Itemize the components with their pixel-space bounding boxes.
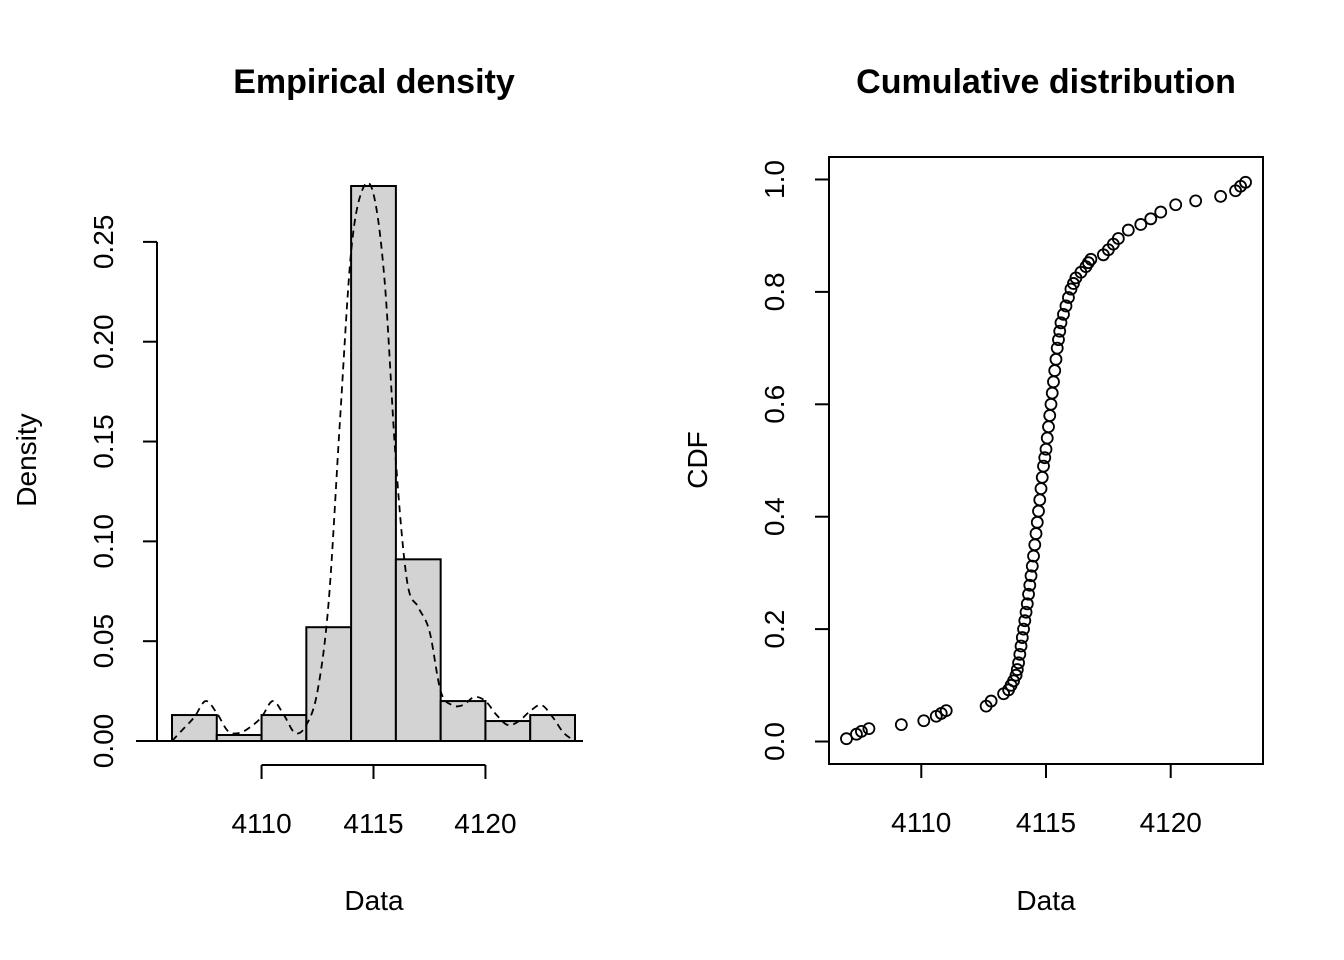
histogram-bar — [305, 626, 353, 742]
cdf-point — [1029, 527, 1043, 540]
cdf-panel: Cumulative distribution 4110 4115 4120 0.0… — [682, 63, 1264, 916]
y-tick-label: 0.05 — [88, 614, 119, 669]
cdf-point — [1018, 614, 1032, 628]
cdf-point — [1023, 578, 1037, 592]
density-curve — [171, 181, 576, 742]
histogram-bar — [484, 720, 532, 742]
cdf-point — [1082, 256, 1095, 270]
cdf-point — [1059, 299, 1073, 313]
y-tick-label: 0.0 — [759, 722, 790, 761]
cdf-point — [1111, 232, 1125, 245]
y-tick-label: 0.2 — [759, 610, 790, 649]
cdf-point — [1043, 409, 1057, 422]
cdf-point — [1189, 194, 1203, 208]
density-panel: Empirical density 4110 4115 4120 0.000.050… — [11, 63, 583, 916]
cdf-point — [1050, 341, 1064, 355]
cdf-point — [1121, 223, 1135, 237]
cdf-point — [1038, 451, 1052, 465]
cdf-point — [984, 694, 998, 708]
cdf-point — [1015, 631, 1029, 644]
cdf-point — [1052, 333, 1065, 347]
histogram-bar — [439, 700, 487, 742]
x-tick-label: 4120 — [1140, 807, 1202, 838]
cdf-point — [1169, 198, 1183, 212]
cdf-point — [1032, 504, 1045, 518]
cdf-point — [1022, 587, 1035, 601]
cdf-point — [1030, 515, 1044, 529]
cdf-point — [1144, 212, 1158, 226]
y-tick-label: 0.4 — [759, 497, 790, 536]
histogram-bar — [350, 184, 397, 742]
cdf-point — [862, 722, 876, 735]
cdf-point — [1013, 648, 1027, 661]
chart-title: Empirical density — [233, 63, 515, 101]
cdf-point — [1154, 205, 1168, 219]
cdf-point — [1057, 307, 1070, 321]
y-axis: 0.00 0.05 0.10 0.15 0.20 0.25 — [88, 215, 158, 769]
y-axis-label: CDF — [682, 431, 713, 489]
x-axis: 4110 4115 4120 — [891, 764, 1202, 838]
cdf-point — [1214, 189, 1227, 203]
histogram-bar — [171, 714, 218, 743]
cdf-point — [1010, 663, 1024, 676]
cdf-point — [1239, 175, 1252, 189]
cdf-point — [1035, 470, 1049, 484]
histogram-bar — [394, 558, 442, 743]
cdf-point — [1040, 431, 1054, 445]
cdf-point — [1053, 324, 1067, 338]
cdf-point — [1048, 364, 1062, 377]
cdf-point — [917, 714, 931, 728]
cdf-point — [855, 725, 868, 738]
cdf-point — [1012, 656, 1025, 670]
cdf-point — [1034, 482, 1048, 496]
cdf-point — [1045, 386, 1059, 400]
y-axis: 0.0 0.2 0.4 0.6 0.8 1.0 — [759, 160, 829, 761]
y-axis-label: Density — [11, 413, 42, 506]
cdf-point — [1033, 493, 1047, 507]
y-tick-label: 1.0 — [759, 160, 790, 199]
cdf-point — [1014, 639, 1028, 653]
x-tick-label: 4115 — [1016, 807, 1076, 838]
chart-title: Cumulative distribution — [856, 63, 1236, 101]
cdf-point — [1037, 459, 1050, 473]
y-tick-label: 0.00 — [88, 714, 119, 769]
x-tick-label: 4110 — [891, 807, 951, 838]
cdf-point — [1134, 218, 1148, 231]
cdf-point — [1049, 352, 1063, 366]
y-tick-label: 0.20 — [88, 314, 119, 369]
cdf-point — [1042, 420, 1055, 434]
x-axis: 4110 4115 4120 — [231, 764, 517, 839]
cdf-point — [1044, 397, 1058, 411]
cdf-point — [894, 718, 908, 732]
x-tick-label: 4110 — [231, 808, 291, 839]
cdf-point — [1019, 605, 1033, 619]
cdf-point — [939, 704, 953, 718]
cdf-point — [1047, 375, 1060, 389]
histogram-bar — [260, 714, 308, 743]
x-tick-label: 4115 — [343, 808, 403, 839]
y-tick-label: 0.6 — [759, 385, 790, 424]
x-tick-label: 4120 — [454, 808, 516, 839]
cdf-point — [1084, 252, 1098, 266]
cdf-point — [1024, 569, 1038, 583]
x-axis-label: Data — [1016, 885, 1076, 916]
y-tick-label: 0.8 — [759, 272, 790, 311]
y-tick-label: 0.25 — [88, 215, 119, 270]
histogram-bars — [136, 184, 583, 743]
y-tick-label: 0.10 — [88, 514, 119, 569]
y-tick-label: 0.15 — [88, 414, 119, 469]
cdf-point — [1028, 538, 1042, 552]
cdf-point — [1020, 597, 1034, 611]
cdf-point — [1054, 316, 1068, 330]
cdf-point — [1017, 622, 1030, 636]
cdf-point — [1009, 668, 1023, 682]
x-axis-label: Data — [344, 885, 404, 916]
cdf-point — [1062, 291, 1075, 304]
cdf-points — [840, 175, 1252, 746]
